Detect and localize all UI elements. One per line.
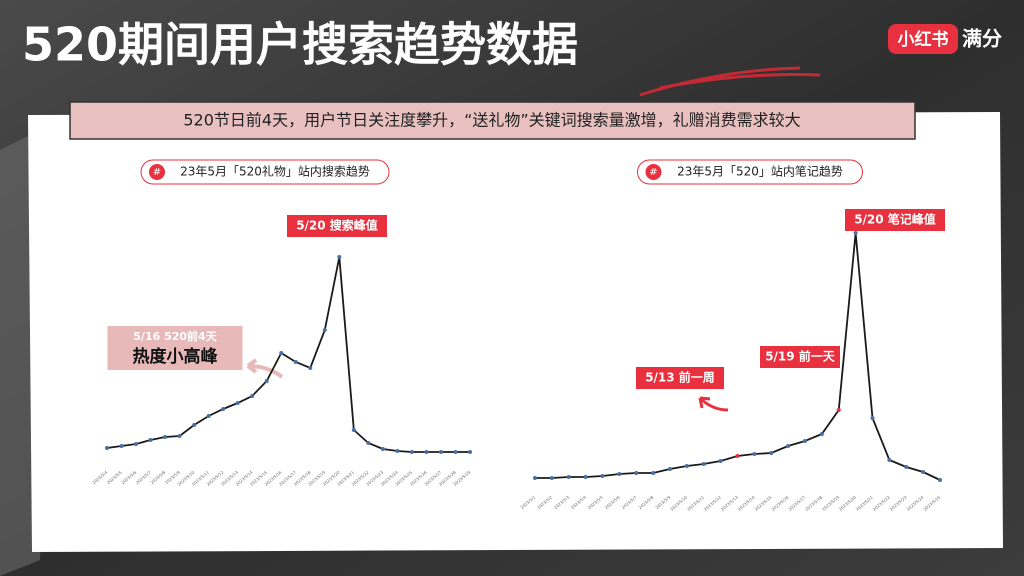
point: [718, 459, 723, 463]
point: [177, 434, 182, 438]
brand-suffix: 满分: [962, 27, 1002, 51]
point: [549, 476, 554, 480]
point: [409, 450, 414, 454]
annotation-box: [287, 215, 387, 237]
point: [235, 401, 240, 405]
point: [119, 444, 124, 448]
point: [938, 478, 942, 482]
line: [106, 256, 470, 453]
annotation: 5/13 前一周: [645, 370, 715, 385]
point: [192, 423, 197, 427]
point: [351, 428, 356, 432]
point: [921, 470, 926, 474]
point: [250, 394, 255, 398]
annotation-sub: 热度小高峰: [133, 346, 219, 367]
point: [366, 441, 371, 445]
point: [600, 474, 605, 478]
chart-title: 23年5月「520」站内笔记趋势: [677, 164, 843, 179]
chart-header: [140, 159, 390, 185]
point: [803, 439, 807, 443]
annotation-box: [760, 346, 840, 368]
point: [870, 416, 875, 420]
point: [583, 475, 588, 479]
point: [221, 407, 226, 411]
subtitle-box: [69, 101, 916, 140]
annotation-box: [107, 326, 243, 370]
point: [438, 450, 443, 454]
point: [752, 452, 757, 456]
annotation: 5/16 520前4天: [133, 329, 217, 343]
chart-title: 23年5月「520礼物」站内搜索趋势: [180, 164, 370, 179]
point: [206, 414, 211, 418]
badge: [149, 164, 165, 180]
point: [424, 450, 429, 454]
annotation-box: [636, 367, 724, 389]
arrow: [246, 358, 284, 379]
point: [134, 442, 139, 446]
point: [853, 231, 858, 235]
point: [308, 366, 313, 370]
point: [279, 351, 284, 355]
point: [668, 467, 672, 471]
point: [395, 449, 400, 453]
point: [293, 360, 298, 364]
annotation: 5/20 笔记峰值: [854, 212, 936, 227]
point: [617, 472, 622, 476]
badge: [645, 164, 662, 180]
paper: [28, 112, 1003, 552]
point: [887, 458, 892, 462]
point: [453, 450, 458, 454]
point: [819, 432, 824, 436]
point: [264, 379, 269, 383]
scribble: [639, 66, 821, 97]
point: [684, 464, 689, 468]
brand-logo: [888, 24, 958, 54]
point: [634, 471, 639, 475]
badge-text: #: [649, 167, 657, 178]
point: [468, 450, 472, 454]
point: [148, 438, 153, 442]
point: [651, 471, 656, 475]
page-title: 520期间用户搜索趋势数据: [22, 18, 578, 72]
point: [163, 435, 168, 439]
point: [786, 444, 791, 448]
point: [701, 462, 706, 466]
annotation: 5/20 搜索峰值: [296, 218, 378, 233]
annotation: 5/19 前一天: [765, 349, 836, 364]
point: [337, 255, 342, 259]
badge-text: #: [153, 167, 161, 178]
point: [904, 465, 909, 469]
point: [566, 475, 571, 479]
point: [322, 328, 327, 332]
arrow: [698, 396, 729, 412]
point: [769, 451, 774, 455]
subtitle: 520节日前4天，用户节日关注度攀升，“送礼物”关键词搜索量激增，礼赠消费需求较…: [183, 111, 800, 130]
point: [533, 476, 537, 480]
point: [836, 408, 841, 412]
point: [735, 454, 740, 458]
brand-name: 小红书: [898, 29, 949, 50]
annotation-box: [845, 209, 945, 231]
point: [105, 446, 109, 450]
chart-header: [637, 159, 863, 185]
point: [380, 447, 385, 451]
